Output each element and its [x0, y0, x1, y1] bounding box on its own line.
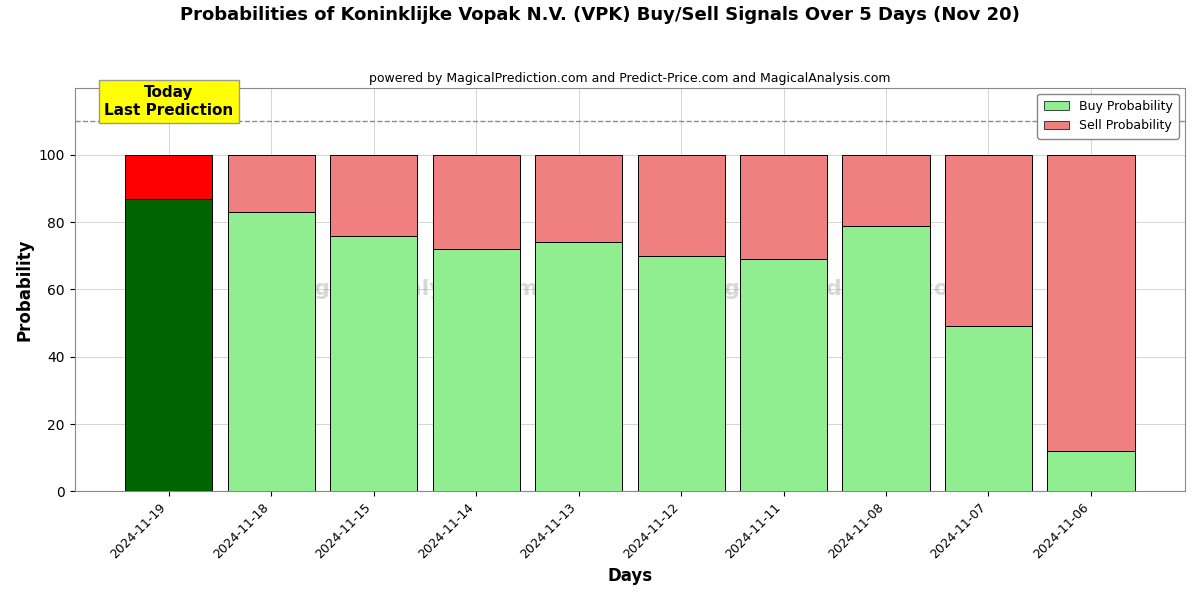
Text: Probabilities of Koninklijke Vopak N.V. (VPK) Buy/Sell Signals Over 5 Days (Nov : Probabilities of Koninklijke Vopak N.V. … [180, 6, 1020, 24]
Bar [228, 212, 314, 491]
Legend: Buy Probability, Sell Probability: Buy Probability, Sell Probability [1037, 94, 1178, 139]
X-axis label: Days: Days [607, 567, 653, 585]
Bar [637, 256, 725, 491]
Bar [125, 155, 212, 199]
Text: MagicalAnalysis.com: MagicalAnalysis.com [277, 280, 539, 299]
Bar [944, 155, 1032, 326]
Text: MagicalPrediction.com: MagicalPrediction.com [688, 280, 972, 299]
Bar [1048, 451, 1134, 491]
Text: Today
Last Prediction: Today Last Prediction [104, 85, 233, 118]
Title: powered by MagicalPrediction.com and Predict-Price.com and MagicalAnalysis.com: powered by MagicalPrediction.com and Pre… [370, 72, 890, 85]
Bar [535, 242, 622, 491]
Bar [1048, 155, 1134, 451]
Bar [432, 249, 520, 491]
Bar [740, 155, 827, 259]
Y-axis label: Probability: Probability [16, 238, 34, 341]
Bar [842, 155, 930, 226]
Bar [330, 155, 418, 236]
Bar [944, 326, 1032, 491]
Bar [637, 155, 725, 256]
Bar [535, 155, 622, 242]
Bar [432, 155, 520, 249]
Bar [125, 199, 212, 491]
Bar [330, 236, 418, 491]
Bar [228, 155, 314, 212]
Bar [842, 226, 930, 491]
Bar [740, 259, 827, 491]
